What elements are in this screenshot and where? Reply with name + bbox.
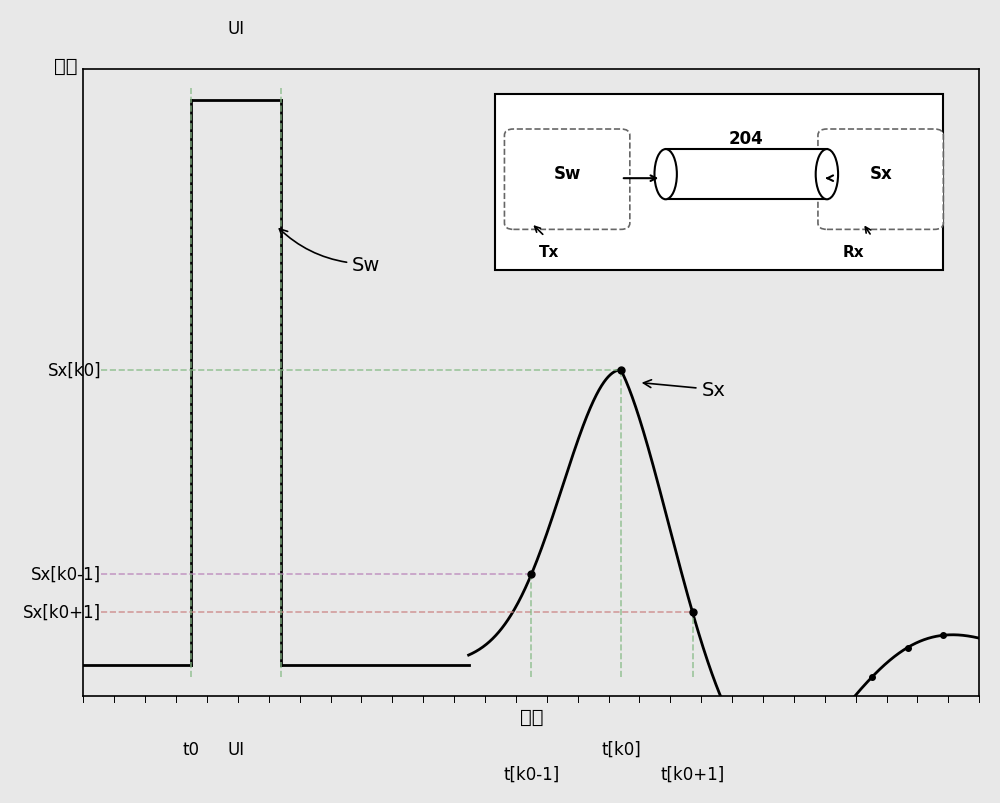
X-axis label: 时间: 时间 bbox=[520, 707, 543, 726]
Text: Sx: Sx bbox=[643, 381, 725, 400]
Ellipse shape bbox=[654, 150, 677, 200]
Text: t[k0]: t[k0] bbox=[601, 740, 641, 758]
FancyBboxPatch shape bbox=[666, 150, 827, 200]
Text: Sx[k0]: Sx[k0] bbox=[48, 361, 101, 380]
FancyBboxPatch shape bbox=[495, 95, 943, 270]
Y-axis label: 强度: 强度 bbox=[54, 57, 77, 76]
Text: t[k0-1]: t[k0-1] bbox=[503, 765, 559, 783]
Text: Tx: Tx bbox=[539, 245, 559, 260]
Text: Sx[k0-1]: Sx[k0-1] bbox=[31, 565, 101, 583]
Text: UI: UI bbox=[227, 740, 244, 758]
Text: t[k0+1]: t[k0+1] bbox=[660, 765, 725, 783]
FancyBboxPatch shape bbox=[818, 130, 943, 230]
Text: Sx[k0+1]: Sx[k0+1] bbox=[23, 603, 101, 622]
Text: 204: 204 bbox=[729, 129, 764, 148]
Text: t0: t0 bbox=[182, 740, 199, 758]
FancyBboxPatch shape bbox=[504, 130, 630, 230]
Text: UI: UI bbox=[227, 20, 244, 39]
Text: Rx: Rx bbox=[843, 245, 865, 260]
Text: Sw: Sw bbox=[279, 230, 381, 274]
Text: Sx: Sx bbox=[869, 165, 892, 183]
Text: Sw: Sw bbox=[553, 165, 581, 183]
Ellipse shape bbox=[816, 150, 838, 200]
